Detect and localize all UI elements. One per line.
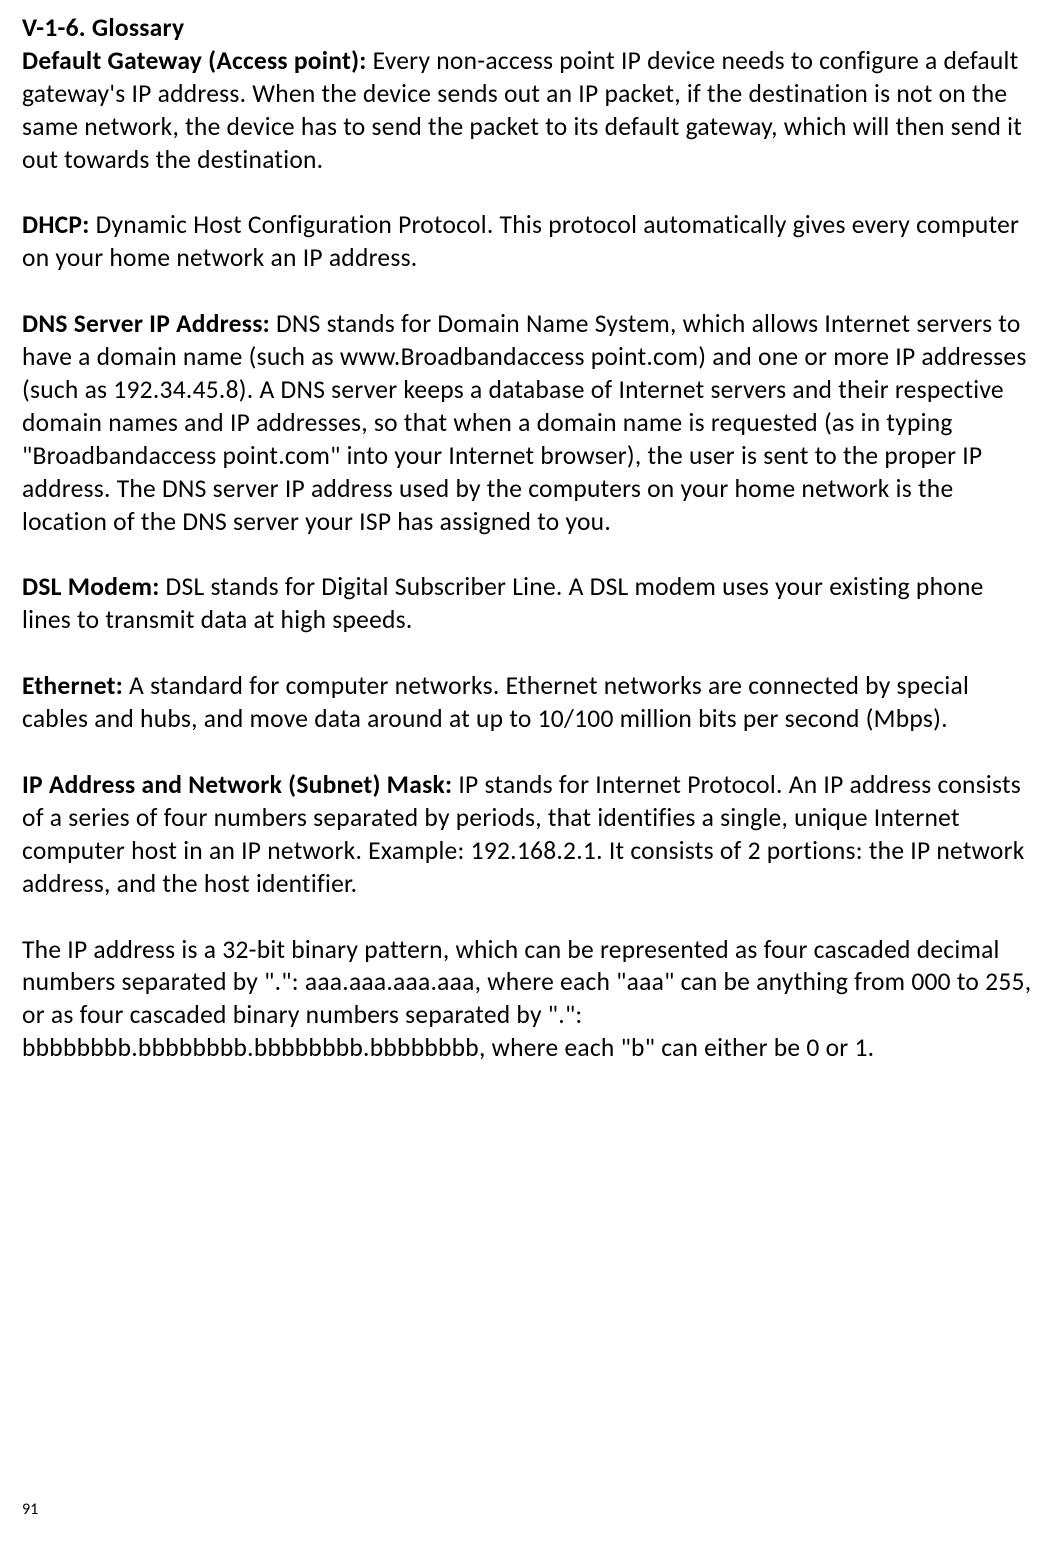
glossary-term: Ethernet:: [22, 670, 123, 701]
paragraph-text: The IP address is a 32-bit binary patter…: [22, 934, 1031, 1064]
heading-text: V-1-6. Glossary: [22, 12, 184, 43]
glossary-term: DNS Server IP Address:: [22, 308, 270, 339]
glossary-term: DHCP:: [22, 209, 90, 240]
glossary-definition: Dynamic Host Configuration Protocol. Thi…: [22, 209, 1019, 273]
glossary-definition: DNS stands for Domain Name System, which…: [22, 308, 1027, 536]
glossary-definition: A standard for computer networks. Ethern…: [22, 670, 969, 734]
glossary-entry: DHCP: Dynamic Host Configuration Protoco…: [22, 209, 1036, 275]
glossary-entry: Ethernet: A standard for computer networ…: [22, 670, 1036, 736]
glossary-term: DSL Modem:: [22, 571, 160, 602]
glossary-term: Default Gateway (Access point):: [22, 45, 367, 76]
page-number: 91: [22, 1500, 38, 1521]
glossary-entry: Default Gateway (Access point): Every no…: [22, 45, 1036, 177]
glossary-entry: IP Address and Network (Subnet) Mask: IP…: [22, 769, 1036, 901]
section-heading: V-1-6. Glossary: [22, 12, 1036, 45]
glossary-entry: DSL Modem: DSL stands for Digital Subscr…: [22, 571, 1036, 637]
glossary-entry: DNS Server IP Address: DNS stands for Do…: [22, 308, 1036, 538]
body-paragraph: The IP address is a 32-bit binary patter…: [22, 934, 1036, 1066]
document-content: V-1-6. Glossary Default Gateway (Access …: [22, 12, 1036, 1065]
glossary-term: IP Address and Network (Subnet) Mask:: [22, 769, 452, 800]
glossary-definition: DSL stands for Digital Subscriber Line. …: [22, 571, 984, 635]
